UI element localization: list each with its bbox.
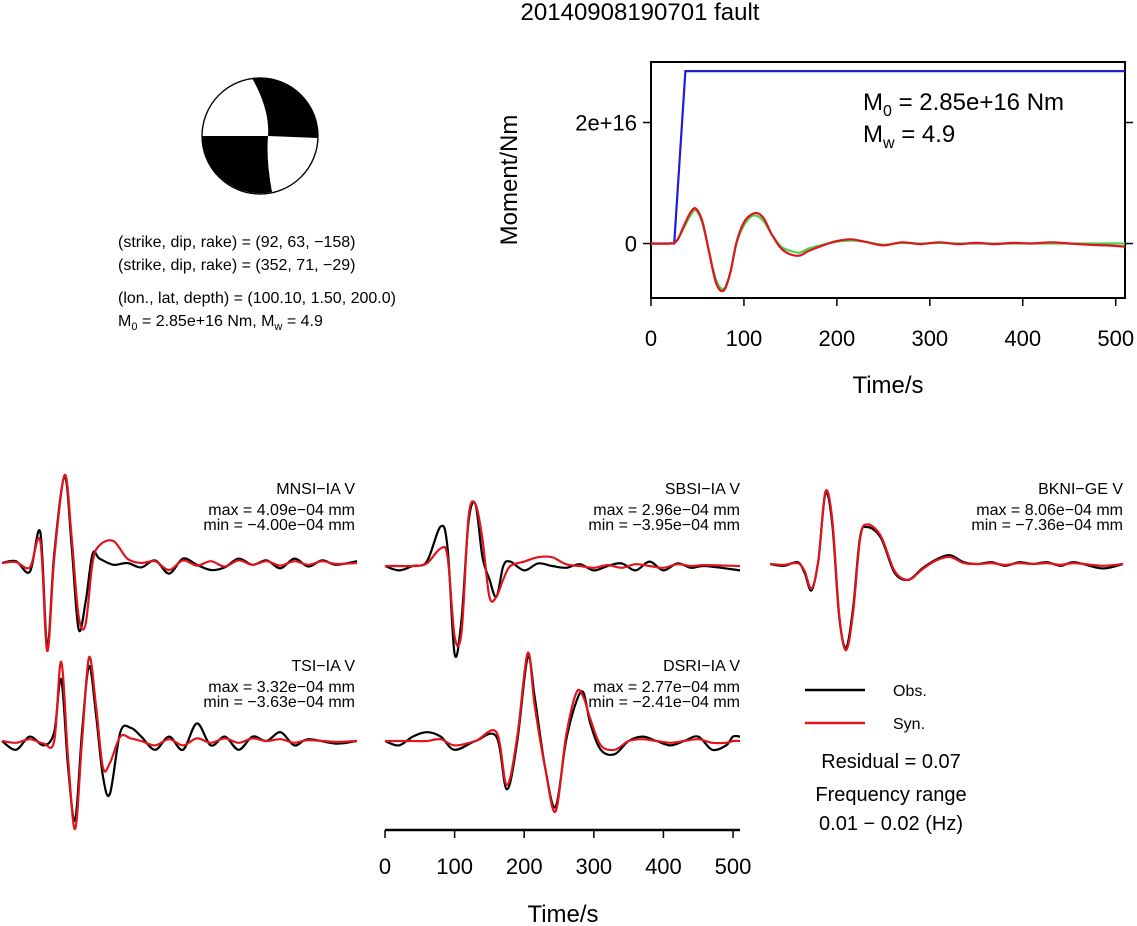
- moment-plot-frame: [650, 61, 1126, 299]
- max-amplitude-label: max = 8.06e−04 mm: [976, 502, 1123, 519]
- station-label: TSI−IA V: [291, 658, 355, 675]
- station-label: BKNI−GE V: [1038, 481, 1123, 498]
- magnitude-text: M0 = 2.85e+16 Nm, Mw = 4.9: [118, 313, 323, 333]
- moment-xtick-label: 0: [645, 326, 657, 351]
- max-amplitude-label: max = 3.32e−04 mm: [208, 679, 355, 696]
- moment-series-moment_rate_syn: [650, 207, 1126, 293]
- residual-text: Residual = 0.07: [821, 751, 961, 773]
- moment-xtick-label: 100: [726, 326, 763, 351]
- waveform-xtick-label: 100: [436, 854, 473, 879]
- moment-xtick-label: 200: [819, 326, 856, 351]
- legend: Obs. Syn.: [805, 683, 927, 733]
- moment-ylabel: Moment/Nm: [496, 115, 523, 246]
- frequency-value: 0.01 − 0.02 (Hz): [819, 813, 963, 835]
- min-amplitude-label: min = −3.95e−04 mm: [588, 517, 740, 534]
- synthetic-trace: [1, 473, 358, 653]
- moment-annotation-m0: M0 = 2.85e+16 Nm: [863, 89, 1064, 120]
- moment-xtick-label: 300: [911, 326, 948, 351]
- legend-obs-label: Obs.: [893, 683, 927, 700]
- moment-axes: 0 100 200 300 400 500 0 2e+16: [575, 111, 1134, 351]
- waveform-xtick-label: 300: [575, 854, 612, 879]
- focal-mechanism-beachball: [201, 77, 319, 195]
- waveform-xlabel: Time/s: [527, 901, 598, 926]
- location-text: (lon., lat, depth) = (100.10, 1.50, 200.…: [118, 290, 396, 307]
- min-amplitude-label: min = −4.00e−04 mm: [203, 517, 355, 534]
- station-label: DSRI−IA V: [663, 658, 740, 675]
- synthetic-trace: [1, 655, 358, 831]
- moment-xtick-label: 500: [1097, 326, 1134, 351]
- plane1-text: (strike, dip, rake) = (92, 63, −158): [118, 234, 355, 251]
- min-amplitude-label: min = −2.41e−04 mm: [588, 694, 740, 711]
- legend-syn-label: Syn.: [893, 716, 925, 733]
- station-label: MNSI−IA V: [276, 481, 355, 498]
- waveform-xaxis: 0 100 200 300 400 500: [379, 828, 752, 879]
- waveform-xtick-label: 0: [379, 854, 391, 879]
- frequency-title: Frequency range: [815, 784, 966, 806]
- synthetic-trace: [385, 651, 741, 813]
- min-amplitude-label: min = −7.36e−04 mm: [971, 517, 1123, 534]
- max-amplitude-label: max = 4.09e−04 mm: [208, 502, 355, 519]
- moment-xtick-label: 400: [1004, 326, 1041, 351]
- plane2-text: (strike, dip, rake) = (352, 71, −29): [118, 257, 355, 274]
- waveform-xtick-label: 500: [715, 854, 752, 879]
- waveform-xtick-label: 200: [506, 854, 543, 879]
- moment-xlabel: Time/s: [852, 372, 923, 399]
- max-amplitude-label: max = 2.77e−04 mm: [593, 679, 740, 696]
- synthetic-trace: [769, 489, 1124, 652]
- moment-series-group: [650, 70, 1126, 293]
- moment-ytick-label: 0: [625, 232, 637, 257]
- station-label: SBSI−IA V: [665, 481, 740, 498]
- figure-title: 20140908190701 fault: [521, 0, 760, 26]
- observed-trace: [384, 500, 741, 658]
- synthetic-trace: [384, 500, 741, 648]
- waveform-xtick-label: 400: [645, 854, 682, 879]
- max-amplitude-label: max = 2.96e−04 mm: [593, 502, 740, 519]
- moment-series-moment_rate_obs: [650, 209, 1126, 291]
- moment-ytick-label: 2e+16: [575, 111, 637, 136]
- moment-annotation-mw: Mw = 4.9: [863, 121, 955, 152]
- min-amplitude-label: min = −3.63e−04 mm: [203, 694, 355, 711]
